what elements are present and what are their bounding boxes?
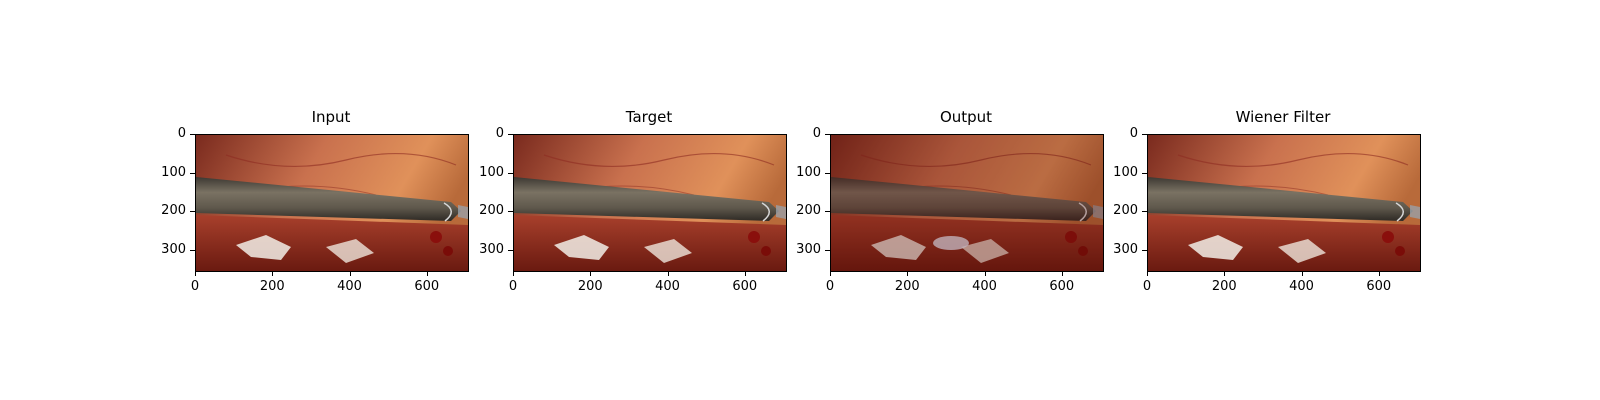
panel-title: Wiener Filter	[1235, 108, 1331, 126]
x-tick-label: 200	[1211, 279, 1237, 294]
x-tick-mark	[513, 271, 514, 276]
x-tick-label: 400	[1289, 279, 1314, 294]
y-tick-mark	[825, 249, 830, 251]
x-tick-label: 0	[825, 279, 835, 294]
y-tick-mark	[508, 211, 513, 213]
x-tick-mark	[984, 271, 986, 276]
surgical-image	[195, 134, 469, 272]
x-tick-label: 0	[190, 279, 200, 294]
x-tick-mark	[1061, 271, 1063, 276]
surgical-image	[513, 134, 787, 272]
x-tick-mark	[272, 271, 274, 276]
x-tick-mark	[1224, 271, 1226, 276]
x-tick-label: 200	[259, 279, 285, 294]
y-tick-label: 300	[161, 241, 186, 257]
x-tick-label: 400	[655, 279, 680, 294]
x-tick-mark	[349, 271, 351, 276]
y-tick-mark	[825, 172, 830, 174]
y-tick-label: 200	[479, 203, 504, 219]
x-tick-mark	[1378, 271, 1380, 276]
y-tick-label: 100	[479, 164, 504, 180]
y-tick-mark	[825, 211, 830, 213]
y-tick-label: 0	[812, 126, 821, 141]
y-tick-label: 200	[1113, 203, 1138, 219]
x-tick-mark	[195, 271, 196, 276]
y-tick-mark	[508, 172, 513, 174]
y-tick-label: 100	[1113, 164, 1138, 180]
y-tick-label: 0	[177, 126, 186, 141]
x-tick-mark	[1301, 271, 1303, 276]
x-tick-label: 600	[1366, 279, 1392, 294]
x-tick-mark	[744, 271, 746, 276]
panel-title: Input	[311, 108, 351, 126]
y-tick-mark	[1142, 211, 1147, 213]
image-panel-target: Target 0 100 200 300 0 200 400 600	[476, 0, 806, 300]
y-tick-label: 300	[479, 241, 504, 257]
y-tick-label: 100	[161, 164, 186, 180]
x-tick-label: 400	[972, 279, 997, 294]
y-tick-mark	[190, 172, 195, 174]
x-tick-mark	[667, 271, 669, 276]
x-tick-mark	[426, 271, 428, 276]
y-tick-label: 100	[796, 164, 821, 180]
y-tick-mark	[825, 134, 830, 135]
panel-title: Target	[625, 108, 673, 126]
x-tick-label: 0	[1142, 279, 1152, 294]
image-panel-wiener: Wiener Filter 0 100 200 300 0 200 400 600	[1110, 0, 1440, 300]
y-tick-label: 200	[796, 203, 821, 219]
image-panel-output: Output 0 100 200 300 0 200 400 600	[793, 0, 1123, 300]
panel-title: Output	[939, 108, 993, 126]
x-tick-label: 400	[337, 279, 362, 294]
x-tick-label: 600	[414, 279, 440, 294]
y-tick-mark	[508, 134, 513, 135]
x-tick-label: 200	[894, 279, 920, 294]
x-tick-mark	[907, 271, 909, 276]
y-tick-mark	[1142, 134, 1147, 135]
y-tick-mark	[1142, 172, 1147, 174]
x-tick-label: 200	[577, 279, 603, 294]
surgical-image	[830, 134, 1104, 272]
y-tick-label: 200	[161, 203, 186, 219]
surgical-image	[1147, 134, 1421, 272]
y-tick-label: 300	[1113, 241, 1138, 257]
y-tick-mark	[190, 211, 195, 213]
x-tick-mark	[590, 271, 592, 276]
y-tick-mark	[190, 134, 195, 135]
x-tick-label: 0	[508, 279, 518, 294]
y-tick-label: 0	[1129, 126, 1138, 141]
y-tick-label: 300	[796, 241, 821, 257]
x-tick-label: 600	[732, 279, 758, 294]
y-tick-mark	[190, 249, 195, 251]
image-panel-input: Input 0 100 200 300 0 200 400 600	[158, 0, 488, 300]
x-tick-mark	[1147, 271, 1148, 276]
x-tick-mark	[830, 271, 831, 276]
y-tick-label: 0	[495, 126, 504, 141]
x-tick-label: 600	[1049, 279, 1075, 294]
y-tick-mark	[508, 249, 513, 251]
y-tick-mark	[1142, 249, 1147, 251]
